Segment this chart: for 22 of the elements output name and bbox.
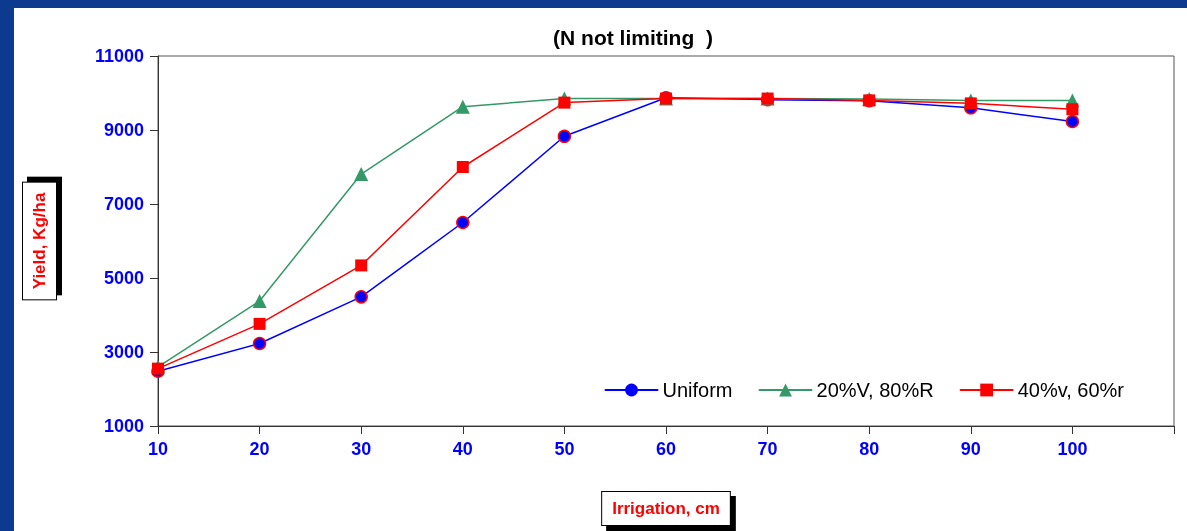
x-tick-label: 90 [960, 439, 981, 459]
x-tick-label: 60 [655, 439, 677, 459]
x-tick-label: 100 [1057, 439, 1088, 459]
x-tick-label: 50 [554, 439, 575, 459]
legend-label: Uniform [662, 379, 733, 401]
y-tick-label: 3000 [103, 342, 144, 362]
x-tick-label: 10 [147, 439, 169, 459]
y-tick-label: 9000 [103, 120, 144, 140]
x-tick-label: 40 [452, 439, 473, 459]
x-tick-label: 30 [351, 439, 372, 459]
legend-label: 40%v, 60%r [1017, 379, 1125, 401]
x-tick-label: 80 [859, 439, 880, 459]
y-tick-label: 1000 [103, 416, 144, 436]
y-axis-title: Yield, Kg/ha [30, 192, 49, 290]
x-axis-title: Irrigation, cm [612, 499, 720, 518]
chart-title: (N not limiting ) [553, 26, 713, 49]
y-tick-label: 5000 [103, 268, 144, 288]
x-tick-label: 20 [249, 439, 270, 459]
legend-label: 20%V, 80%R [816, 379, 934, 401]
y-tick-label: 11000 [94, 46, 144, 66]
x-tick-label: 70 [757, 439, 778, 459]
y-tick-label: 7000 [103, 194, 144, 214]
